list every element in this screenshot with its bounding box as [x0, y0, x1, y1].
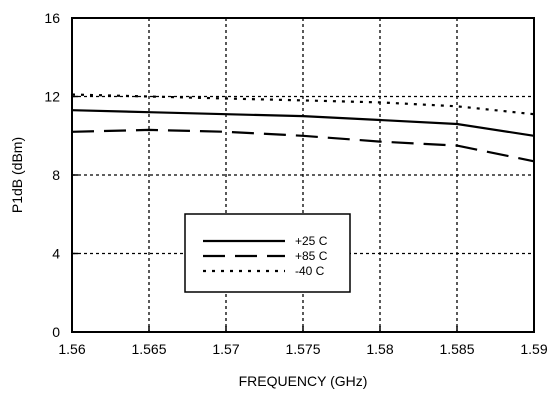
x-tick-label: 1.57 [212, 341, 239, 357]
x-tick-label: 1.58 [366, 341, 393, 357]
x-tick-label: 1.575 [285, 341, 320, 357]
x-tick-label: 1.565 [131, 341, 166, 357]
legend-box [184, 213, 351, 293]
y-tick-label: 0 [52, 324, 60, 340]
series-lines [71, 93, 535, 163]
y-axis-title: P1dB (dBm) [9, 137, 25, 213]
x-tick-label: 1.56 [58, 341, 85, 357]
legend-label: -40 C [295, 264, 325, 278]
y-tick-label: 8 [52, 167, 60, 183]
y-tick-label: 4 [52, 246, 60, 262]
x-tick-label: 1.585 [439, 341, 474, 357]
legend-label: +85 C [295, 249, 328, 263]
x-tick-label: 1.59 [520, 341, 547, 357]
legend-label: +25 C [295, 234, 328, 248]
legend: +25 C+85 C-40 C [184, 213, 351, 293]
y-tick-label: 12 [44, 89, 60, 105]
axis-ticks: 1.56 1.565 1.57 1.575 1.58 1.585 1.59 0 4 8 12 16 [44, 10, 547, 357]
x-axis-title: FREQUENCY (GHz) [239, 373, 368, 389]
series-line [71, 128, 535, 163]
y-tick-label: 16 [44, 10, 60, 26]
series-line [71, 109, 535, 137]
